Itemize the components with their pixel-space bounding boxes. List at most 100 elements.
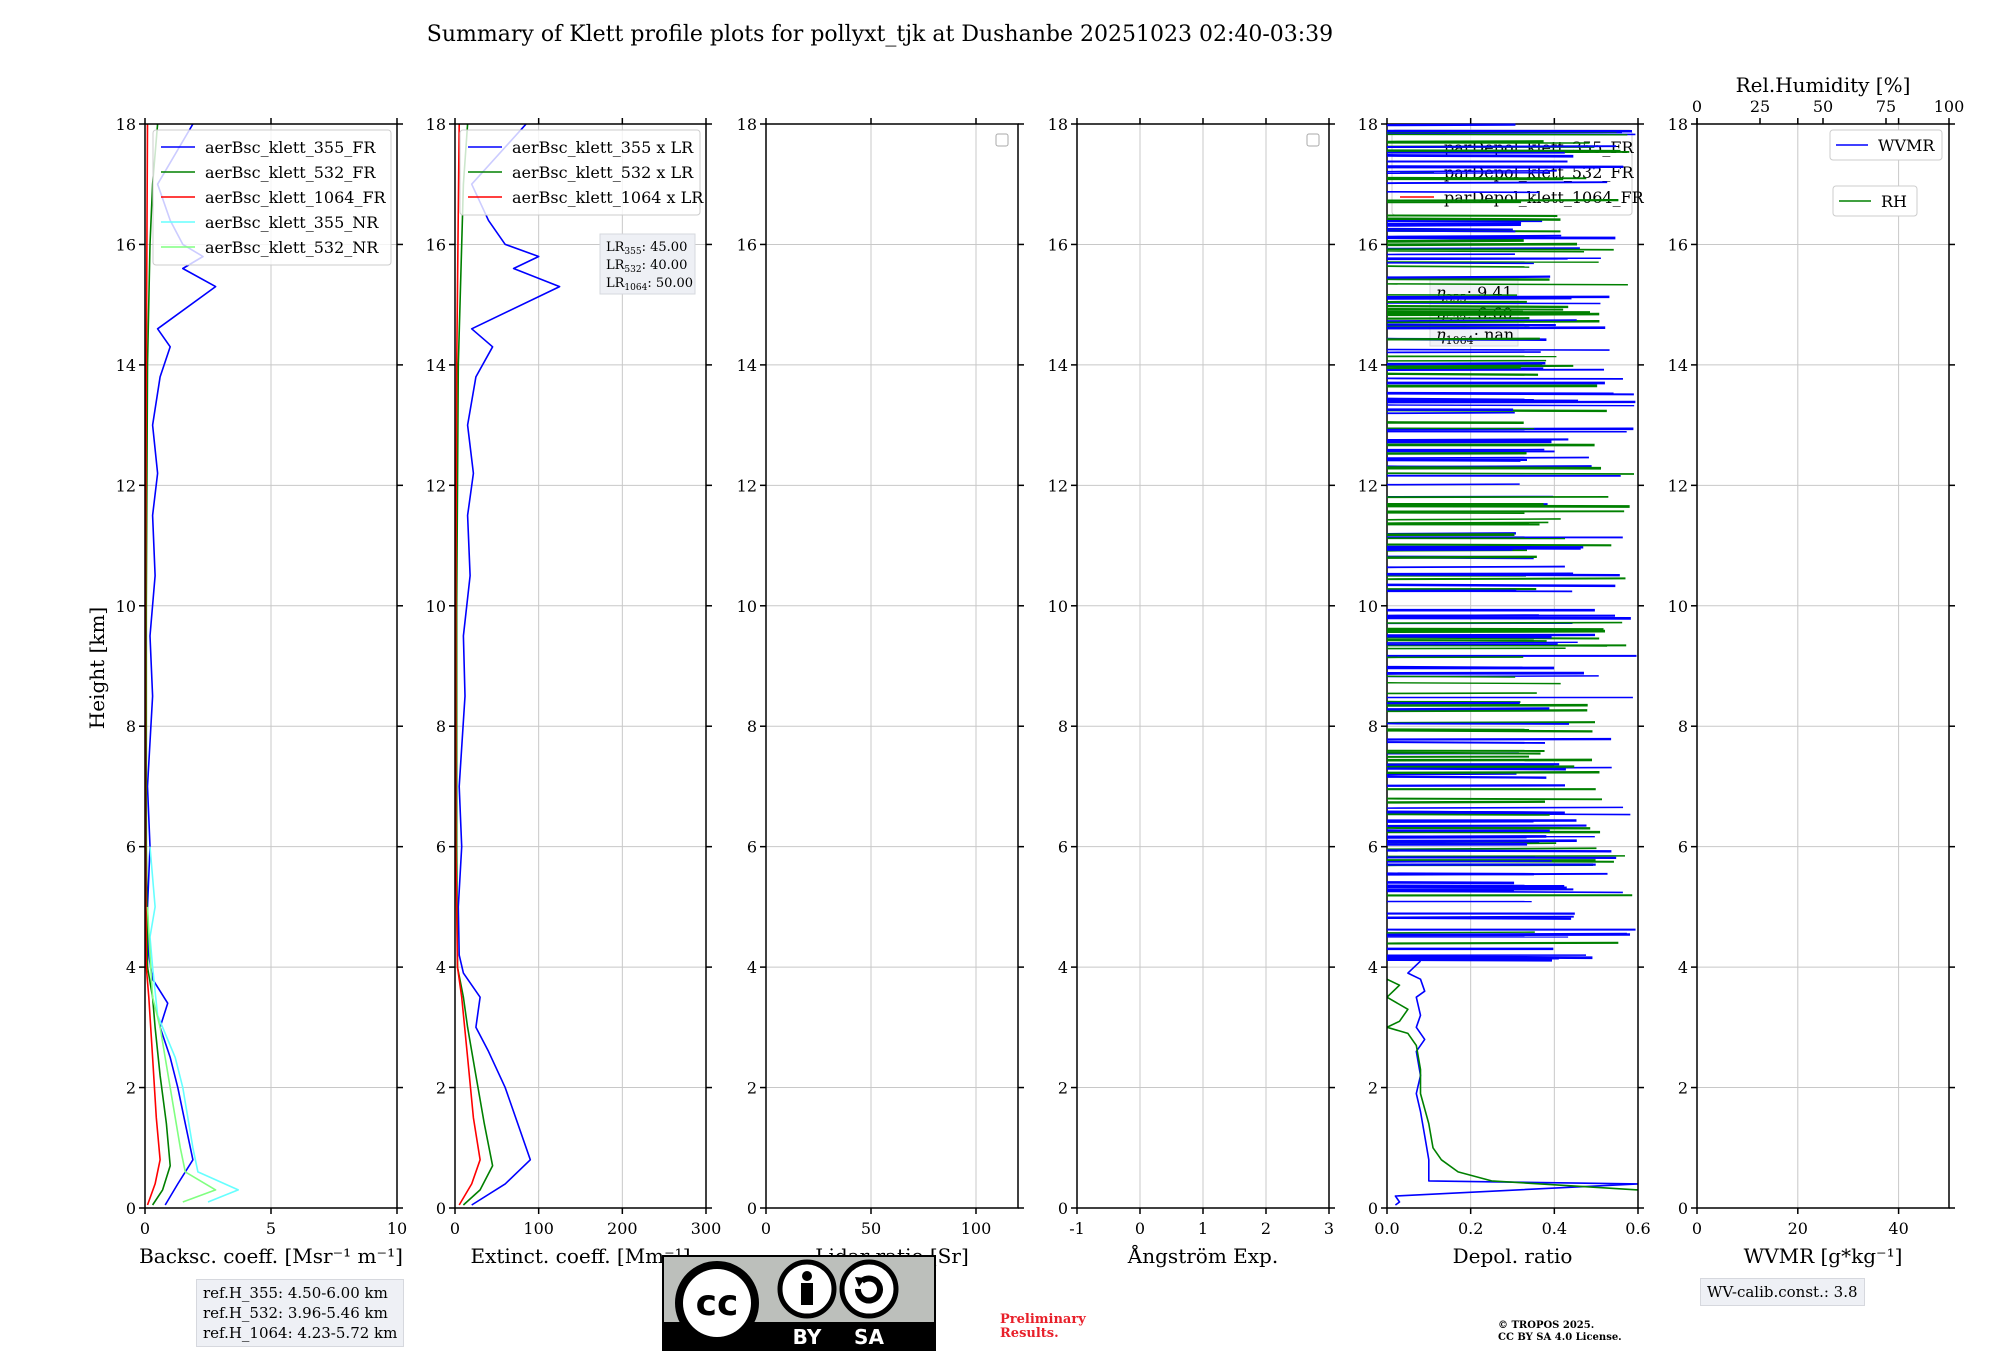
depol-noise-streak <box>1386 810 1548 815</box>
x-tick-label: 0 <box>1135 1219 1145 1238</box>
depol-noise-streak <box>1386 217 1561 221</box>
y-tick-label: 18 <box>1668 115 1688 134</box>
y-tick-label: 8 <box>1058 717 1068 736</box>
y-tick-label: 12 <box>1048 476 1068 495</box>
legend-box-WVMR <box>1829 129 1943 161</box>
ref-height-1064: ref.H_1064: 4.23-5.72 km <box>203 1324 398 1342</box>
empty-legend-angstrom <box>1306 133 1320 147</box>
depol-noise-streak <box>1386 472 1635 475</box>
y-tick-label: 6 <box>747 838 757 857</box>
y-tick-label: 12 <box>1358 476 1378 495</box>
x-axis-label-angstrom: Ångström Exp. <box>1127 1243 1278 1268</box>
legend-label-RH: RH <box>1881 192 1907 211</box>
reference-heights-box: ref.H_355: 4.50-6.00 km ref.H_532: 3.96-… <box>196 1279 405 1347</box>
y-tick-label: 8 <box>126 717 136 736</box>
x-tick-label: 0.2 <box>1458 1219 1483 1238</box>
y-tick-label: 8 <box>1678 717 1688 736</box>
sa-icon-arrow <box>855 1275 883 1304</box>
x-tick-label: 10 <box>387 1219 407 1238</box>
depol-noise-streak <box>1386 302 1601 305</box>
x-tick-label: 5 <box>266 1219 276 1238</box>
depol-noise-streak <box>1386 709 1588 713</box>
depol-noise-streak <box>1386 636 1600 640</box>
depol-noise-streak <box>1386 518 1561 521</box>
axes-frame-lidar_ratio <box>765 123 1019 1209</box>
x-tick-label: 200 <box>607 1219 638 1238</box>
depol-noise-streak <box>1386 675 1516 678</box>
depol-noise-streak <box>1386 621 1623 624</box>
depol-noise-streak <box>1386 229 1516 233</box>
legend-label-WVMR: WVMR <box>1878 136 1935 155</box>
depol-noise-streak <box>1386 577 1626 581</box>
depol-noise-streak <box>1386 310 1524 313</box>
legend-backscatter <box>152 129 392 266</box>
depol-noise-streak <box>1386 181 1608 185</box>
y-tick-label: 10 <box>426 597 446 616</box>
depol-noise-streak <box>1386 555 1537 559</box>
y-tick-label: 14 <box>426 356 446 375</box>
depol-noise-streak <box>1386 404 1635 407</box>
legend-label-aerBsc_klett_1064 x LR: aerBsc_klett_1064 x LR <box>512 188 704 207</box>
legend-label-parDepol_klett_1064_FR: parDepol_klett_1064_FR <box>1444 188 1645 207</box>
legend-label-aerBsc_klett_532_NR: aerBsc_klett_532_NR <box>205 238 379 257</box>
panel-depol: 0 2 4 6 8 10 12 14 16 18 0.0 0.2 0.4 0.6 Depol. ratio p… <box>1358 115 1651 1268</box>
y-tick-label: 4 <box>1678 958 1688 977</box>
by-label: BY <box>793 1325 822 1349</box>
x-tick-label: 20 <box>1788 1219 1808 1238</box>
series-line-aerBsc_klett_355_NR <box>149 846 239 1203</box>
depol-noise-streak <box>1386 319 1577 322</box>
depol-noise-streak <box>1386 707 1550 711</box>
y-tick-label: 4 <box>126 958 136 977</box>
x-tick-label: 0.4 <box>1542 1219 1567 1238</box>
sa-icon-arrowhead <box>855 1277 865 1287</box>
by-icon-body <box>801 1283 813 1305</box>
cc-by-sa-logo: cc BY SA <box>662 1255 936 1351</box>
wv-calib-box: WV-calib.const.: 3.8 <box>1700 1278 1865 1306</box>
depol-noise-streak <box>1386 337 1540 341</box>
sa-icon <box>839 1259 899 1319</box>
series-line-parDepol_klett_532_FR <box>1387 978 1638 1191</box>
sa-label: SA <box>854 1325 884 1349</box>
depol-noise-streak <box>1386 456 1589 460</box>
depol-noise-streak <box>1386 741 1546 744</box>
depol-noise-streak <box>1386 932 1627 936</box>
tropos-line-2: CC BY SA 4.0 License. <box>1498 1332 1622 1343</box>
y-tick-label: 0 <box>747 1199 757 1218</box>
depol-noise-streak <box>1386 849 1612 853</box>
depol-noise-streak <box>1386 262 1534 265</box>
y-tick-label: 12 <box>116 476 136 495</box>
y-tick-label: 14 <box>1668 356 1688 375</box>
x-tick-label: 0 <box>140 1219 150 1238</box>
preliminary-line-2: Results. <box>1000 1326 1059 1341</box>
y-tick-label: 14 <box>1358 356 1378 375</box>
top-x-tick-label: 100 <box>1934 97 1965 116</box>
depol-noise-streak <box>1386 438 1569 442</box>
legend-box-RH <box>1832 185 1918 217</box>
y-tick-label: 12 <box>737 476 757 495</box>
x-axis-label-wvmr: WVMR [g*kg⁻¹] <box>1744 1244 1903 1268</box>
x-tick-label: -1 <box>1069 1219 1085 1238</box>
series-group-backscatter <box>145 124 239 1206</box>
y-tick-label: 10 <box>1048 597 1068 616</box>
depol-noise-streak <box>1386 806 1624 809</box>
panel-backscatter: 0 2 4 6 8 10 12 14 16 18 0 5 10 Backsc. coeff. [Msr⁻¹… <box>116 115 408 1268</box>
y-tick-label: 2 <box>1678 1079 1688 1098</box>
y-tick-label: 6 <box>1368 838 1378 857</box>
depol-noise-streak <box>1386 320 1600 324</box>
series-line-aerBsc_klett_355 x LR <box>457 124 561 1206</box>
y-tick-label: 10 <box>1668 597 1688 616</box>
depol-noise-streak <box>1386 364 1574 368</box>
depol-noise-streak <box>1386 411 1515 415</box>
y-tick-label: 0 <box>126 1199 136 1218</box>
y-tick-label: 16 <box>426 235 446 254</box>
tropos-copyright: © TROPOS 2025. CC BY SA 4.0 License. <box>1498 1320 1622 1344</box>
y-tick-label: 2 <box>1368 1079 1378 1098</box>
y-tick-label: 2 <box>747 1079 757 1098</box>
depol-noise-streak <box>1386 941 1619 945</box>
depol-noise-streak <box>1386 765 1575 769</box>
depol-noise-streak <box>1386 890 1623 894</box>
y-tick-label: 16 <box>737 235 757 254</box>
y-tick-label: 14 <box>116 356 136 375</box>
